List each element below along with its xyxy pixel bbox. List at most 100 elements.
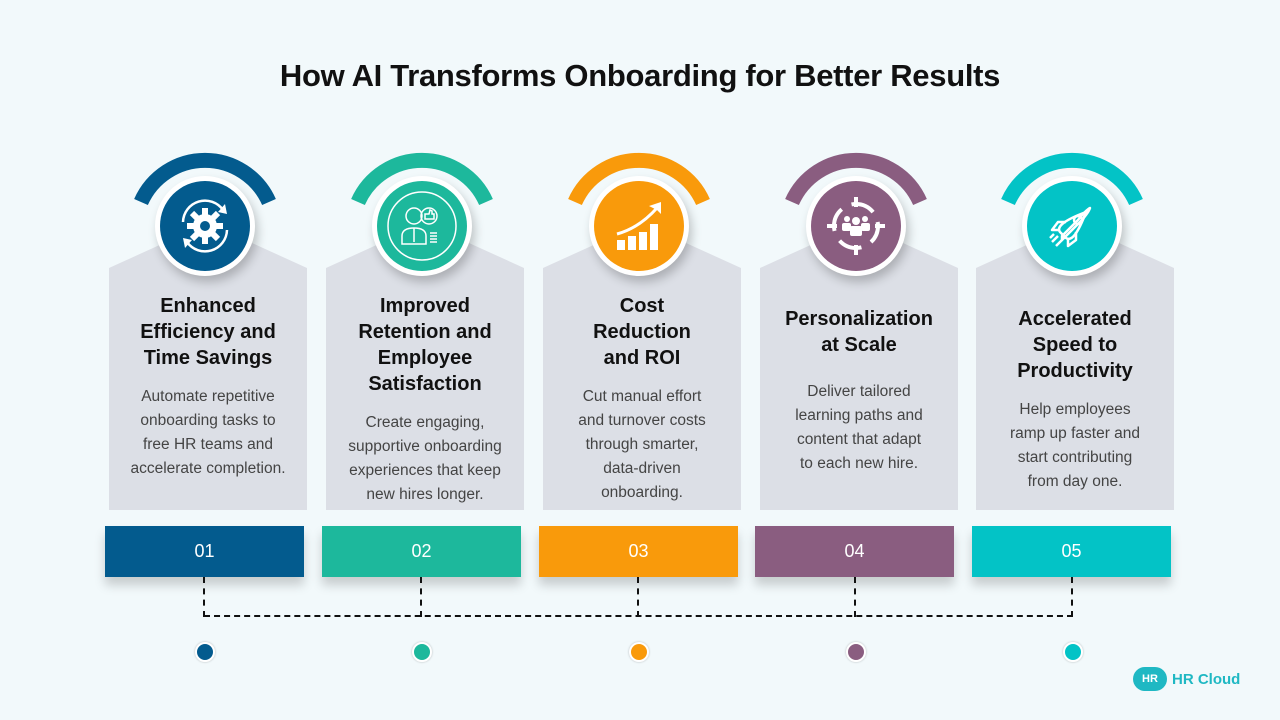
desc-line: Cut manual effort [582,388,702,405]
heading-line: Enhanced [160,295,256,317]
step-number-bar-4: 04 [755,526,954,577]
desc-line: onboarding tasks to [140,412,276,429]
gear-cycle-icon [181,199,229,253]
desc-line: to each new hire. [799,455,919,472]
icon-badge-3 [589,176,689,276]
step-description: Cut manual effort and turnover costs thr… [543,385,741,505]
arc-decoration [351,152,493,206]
hr-cloud-logo: HR HR Cloud [1133,667,1240,691]
step-number-bar-1: 01 [105,526,304,577]
heading-line: Personalization [785,308,933,330]
icon-badge-5 [1022,176,1122,276]
desc-line: content that adapt [796,431,922,448]
step-column-5: Accelerated Speed to Productivity Help e… [972,140,1174,530]
desc-line: from day one. [1027,473,1123,490]
heading-line: Retention and [358,321,492,343]
connector-horizontal [204,615,1073,617]
step-number-bar-5: 05 [972,526,1171,577]
step-column-1: Enhanced Efficiency and Time Savings Aut… [105,140,307,530]
step-card-2 [326,233,524,510]
heading-line: Time Savings [143,347,273,369]
step-card-5 [976,233,1174,510]
card-shape [976,233,1174,510]
step-description: Deliver tailored learning paths and cont… [760,380,958,476]
heading-line: Productivity [1017,360,1133,382]
desc-line: Create engaging, [365,414,485,431]
timeline-dot-5 [1063,642,1083,662]
logo-text: HR Cloud [1172,670,1241,688]
step-card-4 [760,233,958,510]
connector-vertical-1 [203,577,205,617]
desc-line: free HR teams and [142,436,274,453]
employee-thumbs-up-icon [387,191,457,261]
desc-line: learning paths and [795,407,923,424]
step-heading: Enhanced Efficiency and Time Savings [109,293,307,371]
step-text-3: Cost Reduction and ROI Cut manual effort… [543,293,741,505]
icon-badge-4 [806,176,906,276]
connector-vertical-4 [854,577,856,617]
desc-line: ramp up faster and [1009,425,1141,442]
page-title: How AI Transforms Onboarding for Better … [279,58,1001,93]
step-heading: Personalization at Scale [760,306,958,358]
card-shape [109,233,307,510]
step-heading: Accelerated Speed to Productivity [976,306,1174,384]
desc-line: Help employees [1019,401,1131,418]
timeline-dot-4 [846,642,866,662]
step-number-bar-3: 03 [539,526,738,577]
step-description: Create engaging, supportive onboarding e… [326,411,524,507]
heading-line: Efficiency and [140,321,276,343]
desc-line: experiences that keep [349,462,501,479]
icon-badge-2 [372,176,472,276]
step-column-3: Cost Reduction and ROI Cut manual effort… [539,140,741,530]
arc-decoration [785,152,927,206]
desc-line: through smarter, [585,436,699,453]
heading-line: Speed to [1032,334,1118,356]
timeline-dot-3 [629,642,649,662]
step-text-2: Improved Retention and Employee Satisfac… [326,293,524,507]
step-text-4: Personalization at Scale Deliver tailore… [760,306,958,476]
desc-line: start contributing [1017,449,1133,466]
desc-line: data-driven [603,460,681,477]
card-shape [326,233,524,510]
step-text-1: Enhanced Efficiency and Time Savings Aut… [109,293,307,481]
connector-vertical-2 [420,577,422,617]
desc-line: accelerate completion. [130,460,286,477]
step-heading: Cost Reduction and ROI [543,293,741,371]
step-text-5: Accelerated Speed to Productivity Help e… [976,306,1174,494]
connector-vertical-3 [637,577,639,617]
desc-line: and turnover costs [578,412,706,429]
heading-line: Satisfaction [368,373,482,395]
heading-line: Reduction [593,321,691,343]
step-card-1 [109,233,307,510]
desc-line: Automate repetitive [141,388,275,405]
heading-line: Accelerated [1018,308,1132,330]
step-description: Help employees ramp up faster and start … [976,398,1174,494]
arc-decoration [134,152,276,206]
rocket-icon [1049,206,1092,248]
arc-decoration [568,152,710,206]
heading-line: at Scale [821,334,897,356]
heading-line: Employee [377,347,473,369]
step-description: Automate repetitive onboarding tasks to … [109,385,307,481]
timeline-dot-1 [195,642,215,662]
desc-line: Deliver tailored [807,383,911,400]
step-column-2: Improved Retention and Employee Satisfac… [322,140,524,530]
card-shape [543,233,741,510]
arc-decoration [1001,152,1143,206]
icon-badge-1 [155,176,255,276]
desc-line: supportive onboarding [348,438,502,455]
desc-line: new hires longer. [366,486,484,503]
card-shape [760,233,958,510]
cloud-icon: HR [1133,667,1167,691]
desc-line: onboarding. [601,484,683,501]
step-column-4: Personalization at Scale Deliver tailore… [756,140,958,530]
step-number-bar-2: 02 [322,526,521,577]
heading-line: and ROI [603,347,681,369]
step-card-3 [543,233,741,510]
heading-line: Improved [379,295,471,317]
growth-chart-icon [616,202,661,250]
timeline-dot-2 [412,642,432,662]
connector-vertical-5 [1071,577,1073,617]
target-people-icon [827,197,885,255]
step-heading: Improved Retention and Employee Satisfac… [326,293,524,397]
